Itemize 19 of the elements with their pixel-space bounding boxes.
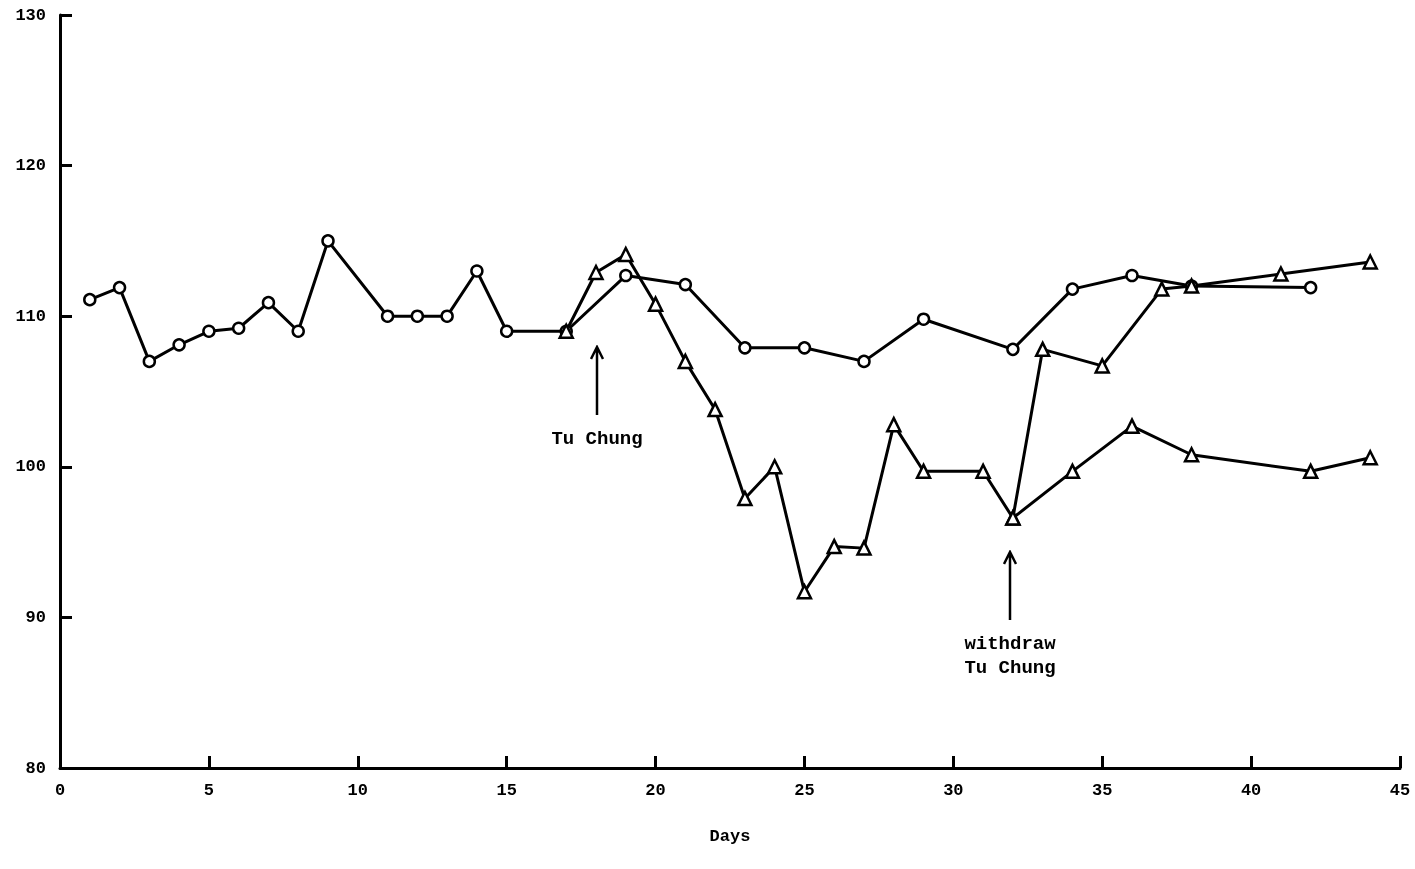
x-tick-label: 15: [496, 781, 517, 800]
y-tick-label: 90: [25, 607, 46, 627]
y-tick-label: 120: [15, 156, 46, 176]
y-tick-label: 80: [25, 758, 46, 778]
x-tick-label: 20: [645, 781, 666, 800]
x-axis-title: Days: [709, 827, 751, 846]
x-tick-label: 45: [1389, 781, 1411, 800]
annotation: Tu Chung: [551, 427, 643, 451]
annotation: withdraw Tu Chung: [964, 632, 1056, 680]
y-tick-label: 110: [15, 306, 46, 326]
y-tick-label: 100: [15, 457, 46, 477]
x-tick-label: 35: [1092, 781, 1113, 800]
x-tick-label: 30: [943, 781, 964, 800]
x-tick-label: 25: [794, 781, 815, 800]
y-tick-label: 130: [15, 5, 46, 25]
x-tick-label: 5: [203, 781, 214, 800]
x-tick-label: 0: [54, 781, 66, 800]
x-tick-label: 10: [347, 781, 368, 800]
x-tick-label: 40: [1240, 781, 1262, 800]
